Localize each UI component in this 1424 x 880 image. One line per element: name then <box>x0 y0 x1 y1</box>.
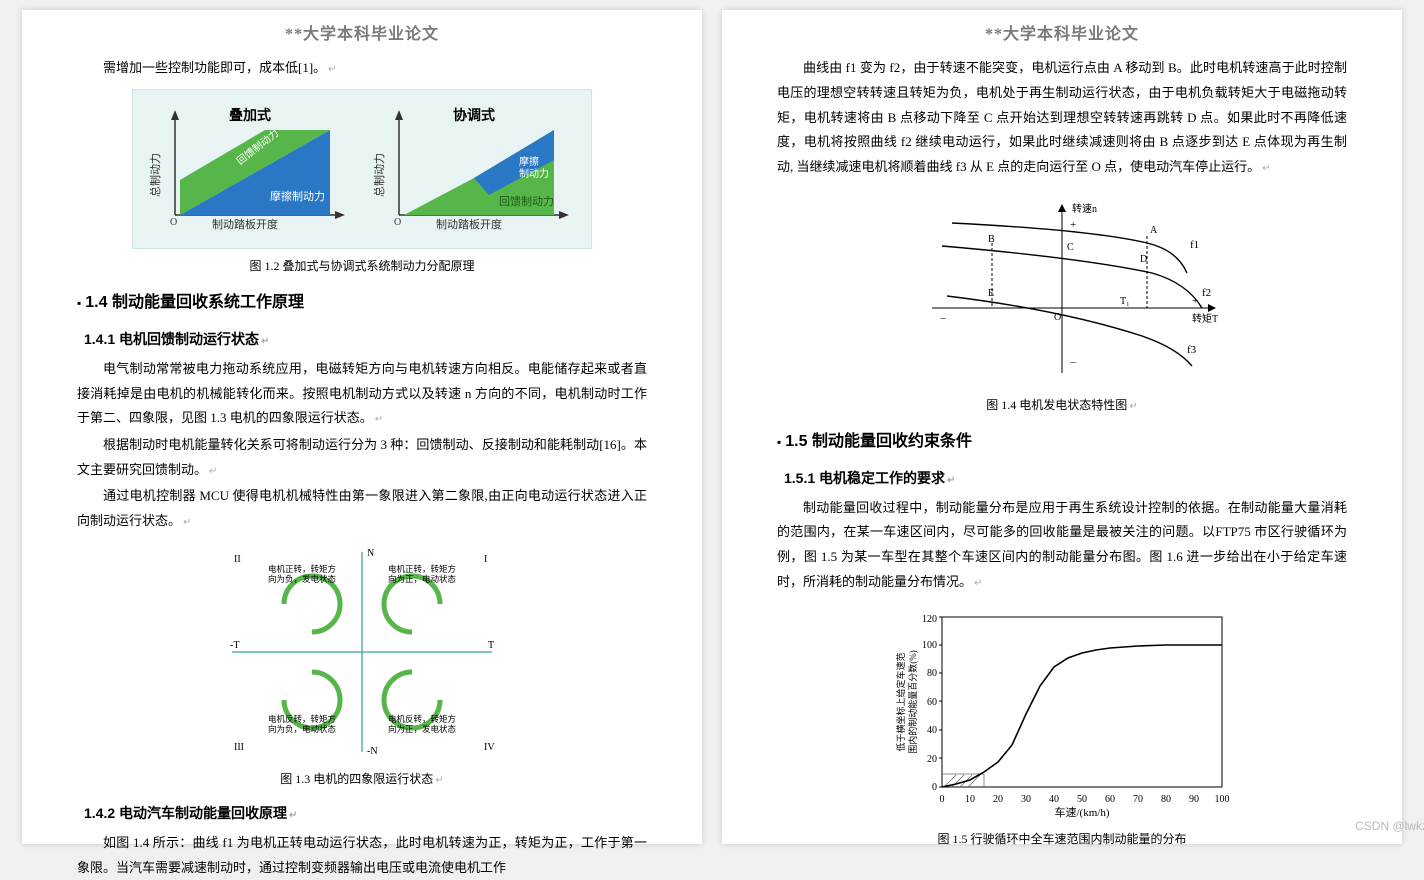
svg-text:向为负，电动状态: 向为负，电动状态 <box>268 724 337 734</box>
svg-text:低于横坐标上给定车速范: 低于横坐标上给定车速范 <box>895 653 906 752</box>
svg-text:10: 10 <box>965 794 975 805</box>
svg-text:O: O <box>170 217 177 228</box>
svg-text:车速/(km/h): 车速/(km/h) <box>1055 805 1110 819</box>
svg-text:-T: -T <box>230 640 239 651</box>
svg-text:向为正，电动状态: 向为正，电动状态 <box>388 574 457 584</box>
paragraph: 需增加一些控制功能即可，成本低[1]。 <box>77 56 647 81</box>
svg-text:T₁: T₁ <box>1120 296 1130 307</box>
paragraph: 曲线由 f1 变为 f2，由于转速不能突变，电机运行点由 A 移动到 B。此时电… <box>777 56 1347 179</box>
svg-text:40: 40 <box>1049 794 1059 805</box>
heading-1-4: 1.4 制动能量回收系统工作原理 <box>77 288 647 318</box>
svg-text:电机反转，转矩方: 电机反转，转矩方 <box>388 714 456 724</box>
svg-text:制动踏板开度: 制动踏板开度 <box>212 217 278 231</box>
svg-text:100: 100 <box>1215 794 1230 805</box>
svg-text:向为负，发电状态: 向为负，发电状态 <box>268 574 337 584</box>
paragraph: 制动能量回收过程中，制动能量分布是应用于再生系统设计控制的依据。在制动能量大量消… <box>777 496 1347 595</box>
svg-text:C: C <box>1067 242 1074 253</box>
figure-1-3: N -N T -T II I III IV 电机正转，转矩方 向为正，电动状态 … <box>77 542 647 762</box>
caption-1-4: 图 1.4 电机发电状态特性图 <box>777 394 1347 417</box>
svg-text:摩擦: 摩擦 <box>519 155 539 168</box>
page-header-right: **大学本科毕业论文 <box>777 20 1347 50</box>
svg-text:A: A <box>1150 225 1158 236</box>
svg-text:转速n: 转速n <box>1072 202 1097 215</box>
page-header-left: **大学本科毕业论文 <box>77 20 647 50</box>
caption-1-5: 图 1.5 行驶循环中全车速范围内制动能量的分布 <box>777 828 1347 851</box>
svg-text:II: II <box>234 554 241 565</box>
svg-text:制动力: 制动力 <box>519 167 549 180</box>
svg-text:f2: f2 <box>1202 287 1211 299</box>
watermark: CSDN @lwkznrnh <box>1355 815 1424 838</box>
heading-1-5: 1.5 制动能量回收约束条件 <box>777 427 1347 457</box>
caption-1-3: 图 1.3 电机的四象限运行状态 <box>77 768 647 791</box>
svg-text:+: + <box>1192 295 1198 307</box>
svg-text:D: D <box>1140 254 1147 265</box>
svg-text:70: 70 <box>1133 794 1143 805</box>
svg-text:80: 80 <box>927 668 937 679</box>
ylabel: 总制动力 <box>148 153 162 197</box>
svg-text:向为正，发电状态: 向为正，发电状态 <box>388 724 457 734</box>
paragraph: 电气制动常常被电力拖动系统应用，电磁转矩方向与电机转速方向相反。电能储存起来或者… <box>77 357 647 431</box>
panel-title: 协调式 <box>453 102 495 129</box>
svg-text:O: O <box>394 217 401 228</box>
svg-text:0: 0 <box>940 794 945 805</box>
svg-text:T: T <box>488 640 494 651</box>
svg-text:100: 100 <box>922 640 937 651</box>
svg-text:80: 80 <box>1161 794 1171 805</box>
paragraph: 如图 1.4 所示：曲线 f1 为电机正转电动运行状态，此时电机转速为正，转矩为… <box>77 831 647 880</box>
svg-text:+: + <box>1070 219 1076 231</box>
svg-text:围内的制动能量百分数(%): 围内的制动能量百分数(%) <box>907 651 918 755</box>
heading-1-4-1: 1.4.1 电机回馈制动运行状态 <box>77 326 647 353</box>
panel-title: 叠加式 <box>229 102 271 129</box>
page-left: **大学本科毕业论文 需增加一些控制功能即可，成本低[1]。 叠加式 总制动力 … <box>22 10 702 844</box>
heading-1-5-1: 1.5.1 电机稳定工作的要求 <box>777 465 1347 492</box>
page-right: **大学本科毕业论文 曲线由 f1 变为 f2，由于转速不能突变，电机运行点由 … <box>722 10 1402 844</box>
svg-text:f3: f3 <box>1187 344 1197 356</box>
svg-text:0: 0 <box>932 782 937 793</box>
svg-text:90: 90 <box>1189 794 1199 805</box>
svg-text:−: − <box>940 313 946 325</box>
svg-text:转矩T: 转矩T <box>1192 312 1218 325</box>
figure-1-5: 0 20 40 60 80 100 120 0 10 20 30 40 50 60 70 80 90 1… <box>777 602 1347 822</box>
heading-1-4-2: 1.4.2 电动汽车制动能量回收原理 <box>77 800 647 827</box>
svg-text:E: E <box>988 288 994 299</box>
svg-text:30: 30 <box>1021 794 1031 805</box>
svg-text:总制动力: 总制动力 <box>372 153 386 197</box>
figure-1-2: 叠加式 总制动力 回馈制动力 摩擦制动力 制动踏板开度 O 协调式 <box>77 89 647 249</box>
svg-text:40: 40 <box>927 725 937 736</box>
svg-text:N: N <box>367 548 374 559</box>
svg-text:20: 20 <box>927 754 937 765</box>
svg-text:60: 60 <box>1105 794 1115 805</box>
svg-text:20: 20 <box>993 794 1003 805</box>
caption-1-2: 图 1.2 叠加式与协调式系统制动力分配原理 <box>77 255 647 278</box>
svg-text:电机正转，转矩方: 电机正转，转矩方 <box>268 564 336 574</box>
svg-text:I: I <box>484 554 487 565</box>
svg-text:-N: -N <box>367 746 378 757</box>
svg-text:回馈制动力: 回馈制动力 <box>499 195 554 208</box>
svg-text:电机正转，转矩方: 电机正转，转矩方 <box>388 564 456 574</box>
svg-text:制动踏板开度: 制动踏板开度 <box>436 217 502 231</box>
svg-text:f1: f1 <box>1190 239 1199 251</box>
svg-text:60: 60 <box>927 697 937 708</box>
svg-text:电机反转，转矩方: 电机反转，转矩方 <box>268 714 336 724</box>
figure-1-4: 转矩T 转速n O f1 f2 f3 A D B C E T₁ + − + − <box>777 188 1347 388</box>
svg-text:IV: IV <box>484 742 495 753</box>
paragraph: 根据制动时电机能量转化关系可将制动运行分为 3 种：回馈制动、反接制动和能耗制动… <box>77 433 647 482</box>
svg-text:−: − <box>1070 357 1076 369</box>
svg-text:50: 50 <box>1077 794 1087 805</box>
svg-text:120: 120 <box>922 614 937 625</box>
svg-text:III: III <box>234 742 244 753</box>
paragraph: 通过电机控制器 MCU 使得电机机械特性由第一象限进入第二象限,由正向电动运行状… <box>77 484 647 533</box>
svg-text:摩擦制动力: 摩擦制动力 <box>270 189 325 203</box>
